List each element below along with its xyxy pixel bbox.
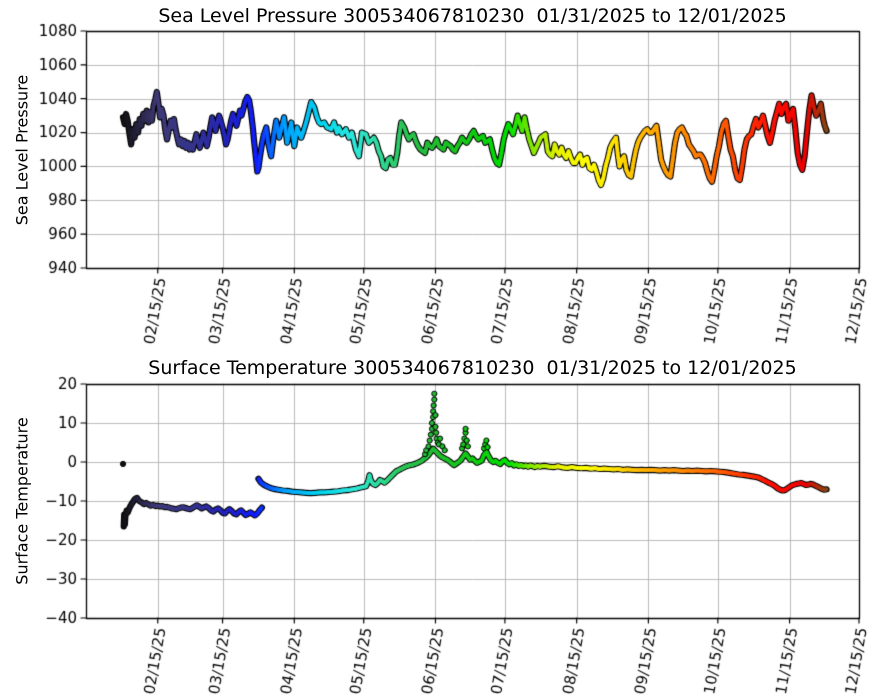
pressure-y-axis-label: Sea Level Pressure — [12, 74, 32, 226]
temperature-y-axis-label: Surface Temperature — [12, 417, 32, 585]
pressure-chart-title: Sea Level Pressure 300534067810230 01/31… — [158, 5, 787, 27]
temperature-chart-title: Surface Temperature 300534067810230 01/3… — [148, 357, 797, 379]
